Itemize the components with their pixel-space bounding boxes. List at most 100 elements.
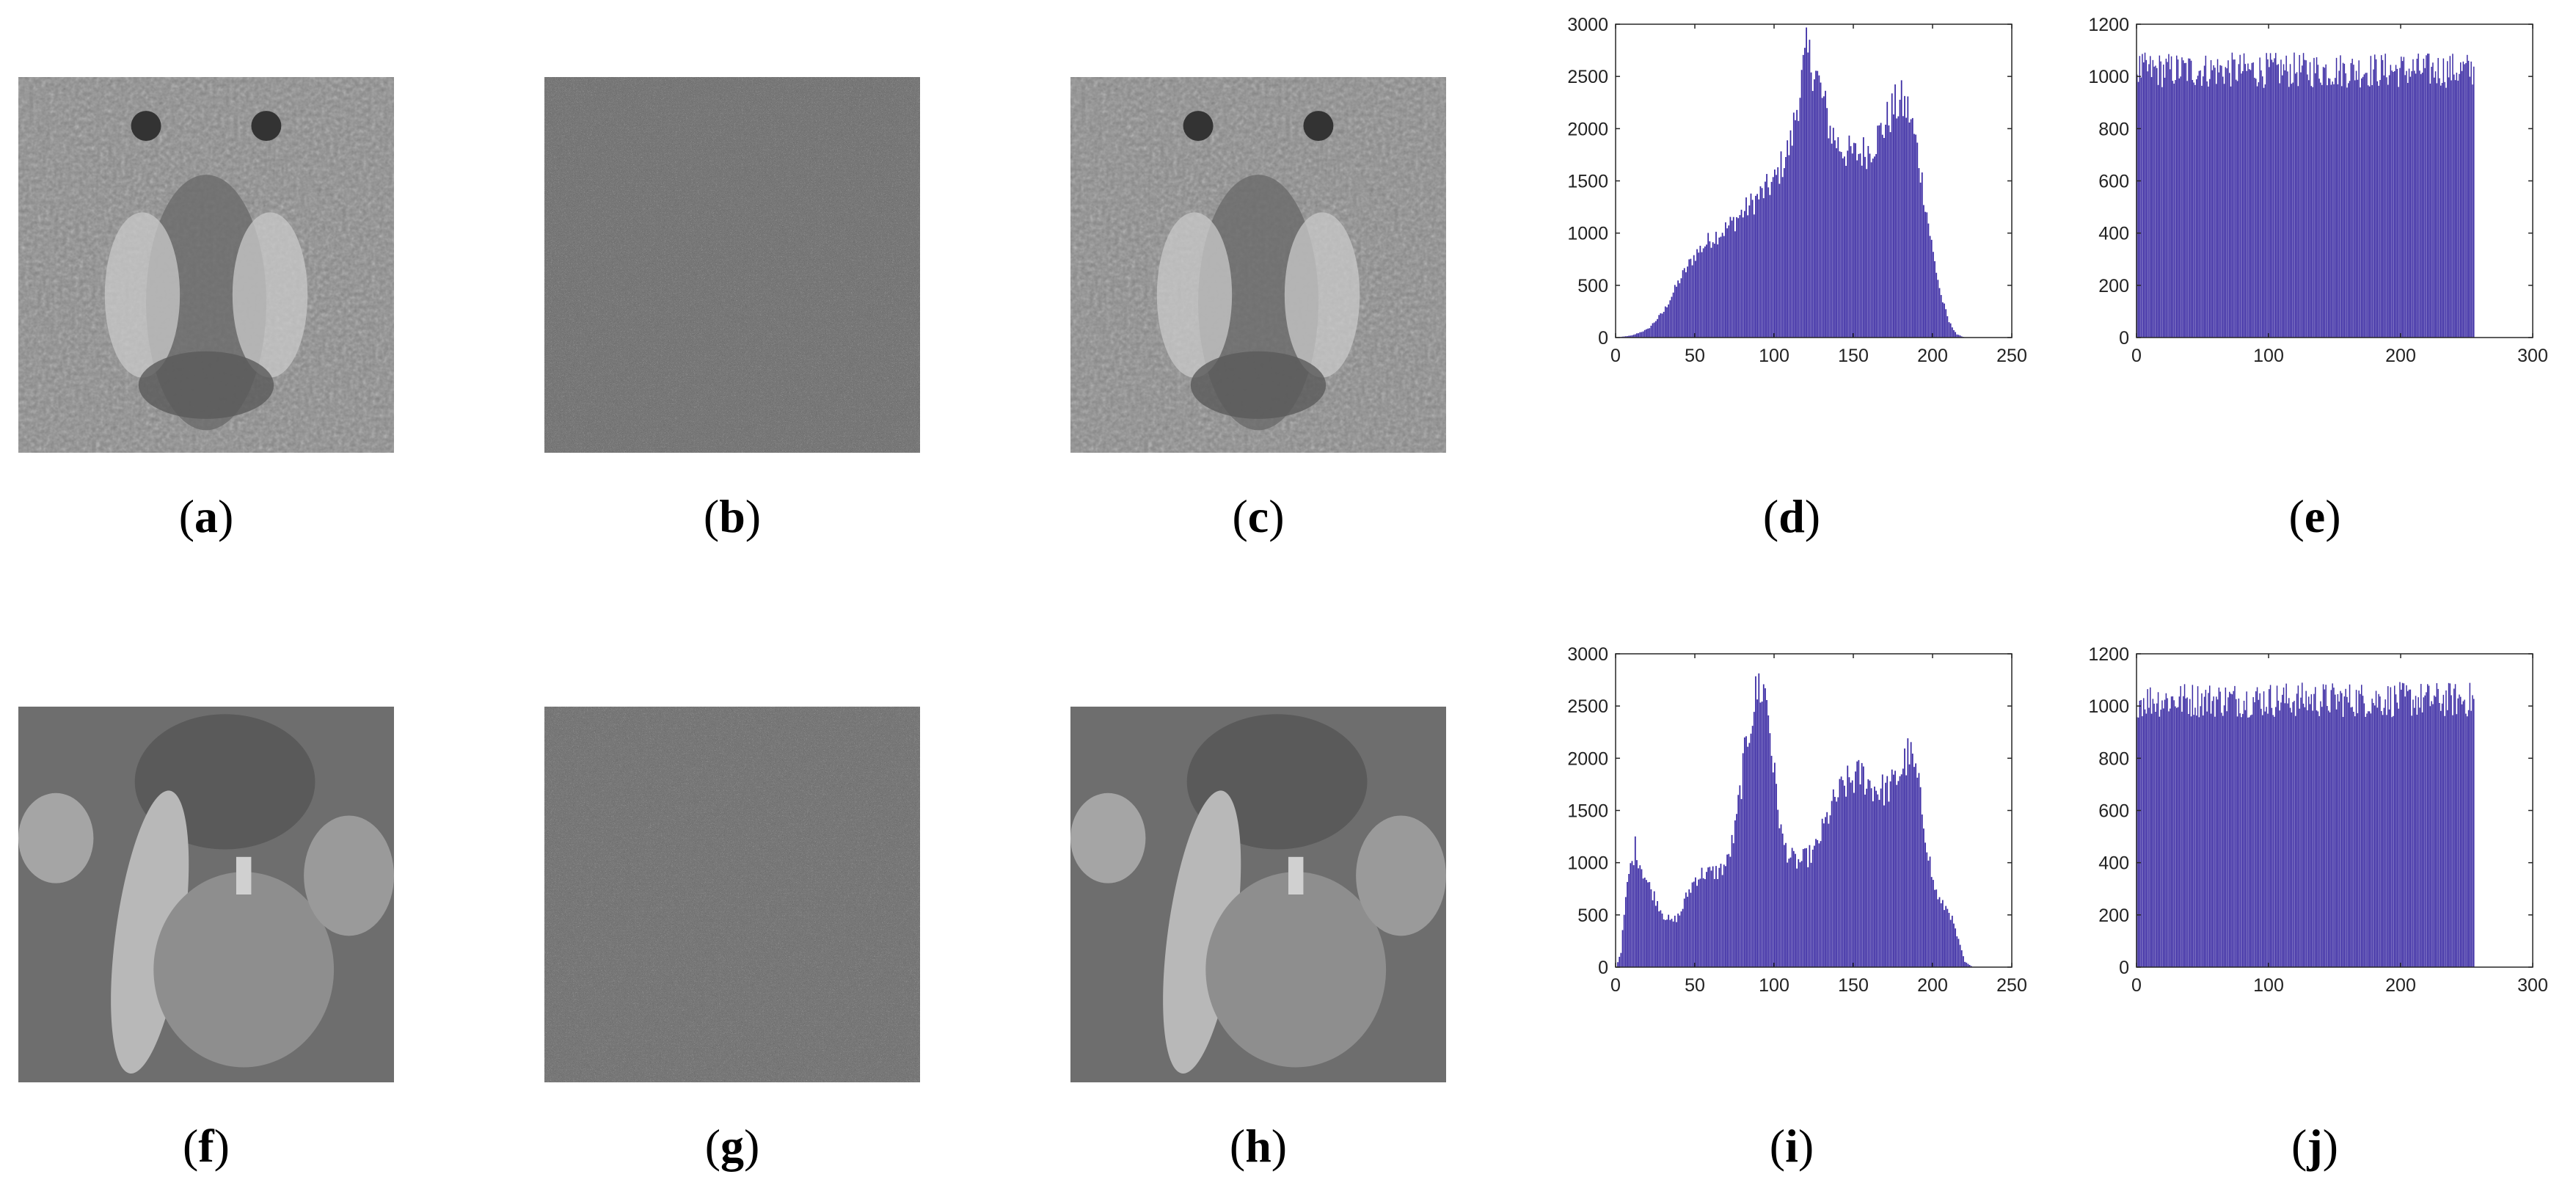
- histogram-d-bar: [1783, 168, 1785, 338]
- histogram-j-bar: [2292, 701, 2294, 967]
- histogram-d-bar: [1828, 138, 1830, 338]
- histogram-i-bar: [1946, 908, 1949, 967]
- histogram-d-bar: [1672, 292, 1674, 338]
- histogram-d-bar: [1878, 125, 1880, 338]
- histogram-j-bar: [2453, 688, 2455, 967]
- histogram-i-bar: [1756, 699, 1759, 967]
- histogram-i-bar: [1893, 774, 1894, 967]
- histogram-d-bar: [1753, 214, 1755, 338]
- x-tick-label: 250: [1996, 346, 2027, 366]
- histogram-j-bar: [2291, 712, 2293, 967]
- histogram-i-bar: [1647, 882, 1649, 967]
- histogram-i-bar: [1731, 834, 1733, 967]
- histogram-i-bar: [1929, 856, 1931, 967]
- histogram-d-bar: [1881, 134, 1883, 338]
- histogram-i-bar: [1715, 866, 1717, 967]
- histogram-e-bar: [2214, 68, 2216, 338]
- histogram-e-bar: [2366, 73, 2368, 338]
- histogram-d-bar: [1929, 236, 1931, 338]
- histogram-d-bar: [1777, 167, 1779, 338]
- histogram-d-bar: [1695, 260, 1696, 338]
- histogram-i-bar: [1858, 759, 1860, 967]
- histogram-i-bar: [1821, 818, 1823, 967]
- histogram-j-bar: [2201, 693, 2203, 967]
- histogram-d-bar: [1937, 280, 1939, 338]
- histogram-e-bar: [2170, 56, 2172, 338]
- histogram-e-bar: [2371, 84, 2373, 338]
- histogram-j-bar: [2216, 699, 2219, 967]
- histogram-d-bar: [1893, 114, 1894, 338]
- histogram-d-bar: [1904, 95, 1905, 338]
- histogram-i-bar: [1632, 865, 1635, 967]
- histogram-d-bar: [1933, 252, 1934, 338]
- histogram-j-bar: [2289, 707, 2291, 967]
- histogram-i-bar: [1636, 860, 1638, 967]
- caption-c: (c): [1232, 490, 1285, 542]
- x-tick-label: 150: [1838, 975, 1869, 996]
- histogram-i-bar: [1696, 886, 1698, 967]
- histogram-d-bar: [1664, 306, 1666, 338]
- histogram-e-bar: [2267, 59, 2269, 338]
- histogram-i-bar: [1967, 963, 1969, 967]
- histogram-e-bar: [2285, 55, 2287, 338]
- histogram-j-bar: [2378, 693, 2379, 967]
- histogram-e-bar: [2282, 75, 2283, 338]
- histogram-i-bar: [1926, 852, 1928, 967]
- histogram-e-bar: [2316, 57, 2318, 338]
- histogram-e-bar: [2209, 79, 2211, 338]
- histogram-j-bar: [2325, 685, 2327, 967]
- histogram-e-bar: [2163, 65, 2164, 338]
- histogram-d-bar: [1826, 108, 1828, 338]
- histogram-d: 0 50 100 150 200 250 0 500 1000 1500 2000 2500 3000: [1533, 11, 2047, 382]
- histogram-i-bar: [1621, 930, 1624, 967]
- histogram-j-bar: [2287, 703, 2288, 967]
- histogram-d-bar: [1636, 333, 1638, 338]
- histogram-j-bar: [2221, 713, 2222, 967]
- y-tick-label: 1000: [1567, 224, 1608, 244]
- histogram-i-bar: [1807, 867, 1809, 967]
- histogram-d-bar: [1945, 309, 1947, 338]
- histogram-d-bar: [1740, 209, 1743, 338]
- histogram-d-bar: [1820, 82, 1822, 338]
- x-tick-label: 0: [2131, 975, 2142, 996]
- histogram-d-bar: [1624, 336, 1627, 338]
- histogram-d-bar: [1650, 325, 1652, 338]
- histogram-j-bar: [2412, 699, 2414, 967]
- histogram-d-bar: [1862, 137, 1864, 338]
- histogram-e-bar: [2256, 86, 2258, 338]
- histogram-j-bar: [2368, 711, 2371, 967]
- histogram-j-bar: [2230, 693, 2232, 967]
- histogram-d-bar: [1825, 90, 1826, 338]
- histogram-e-bar: [2181, 57, 2183, 338]
- histogram-i-bar: [1963, 956, 1964, 967]
- histogram-i-bar: [1623, 914, 1625, 967]
- histogram-d-bar: [1806, 27, 1807, 338]
- histogram-e-bar: [2318, 79, 2320, 338]
- histogram-d-bar: [1789, 130, 1792, 338]
- histogram-i-bar: [1881, 774, 1883, 967]
- histogram-e-bar: [2353, 65, 2354, 338]
- histogram-i-bar: [1709, 867, 1711, 967]
- histogram-i-bar: [1969, 965, 1971, 967]
- histogram-e-bar: [2188, 58, 2189, 338]
- histogram-i-bar: [1682, 908, 1684, 967]
- histogram-e-bar: [2374, 54, 2376, 338]
- histogram-e-bar: [2346, 87, 2348, 338]
- histogram-d-bar: [1855, 143, 1856, 338]
- histogram-j-bar: [2254, 702, 2255, 967]
- histogram-e-bar: [2216, 59, 2219, 338]
- histogram-j-bar: [2355, 690, 2357, 967]
- histogram-j-bar: [2258, 699, 2260, 967]
- histogram-j-bar: [2239, 713, 2241, 967]
- histogram-j-bar: [2373, 702, 2374, 967]
- histogram-e-bar: [2396, 68, 2398, 338]
- histogram-j-bar: [2222, 715, 2224, 967]
- histogram-i-bar: [1691, 882, 1693, 967]
- histogram-i-bar: [1690, 892, 1692, 967]
- histogram-d-bar: [1717, 244, 1719, 338]
- histogram-i-bar: [1829, 815, 1831, 967]
- histogram-e-bar: [2368, 86, 2371, 338]
- histogram-d-bar: [1706, 244, 1707, 338]
- histogram-i-bar: [1657, 901, 1658, 967]
- histogram-d-bar: [1766, 174, 1767, 338]
